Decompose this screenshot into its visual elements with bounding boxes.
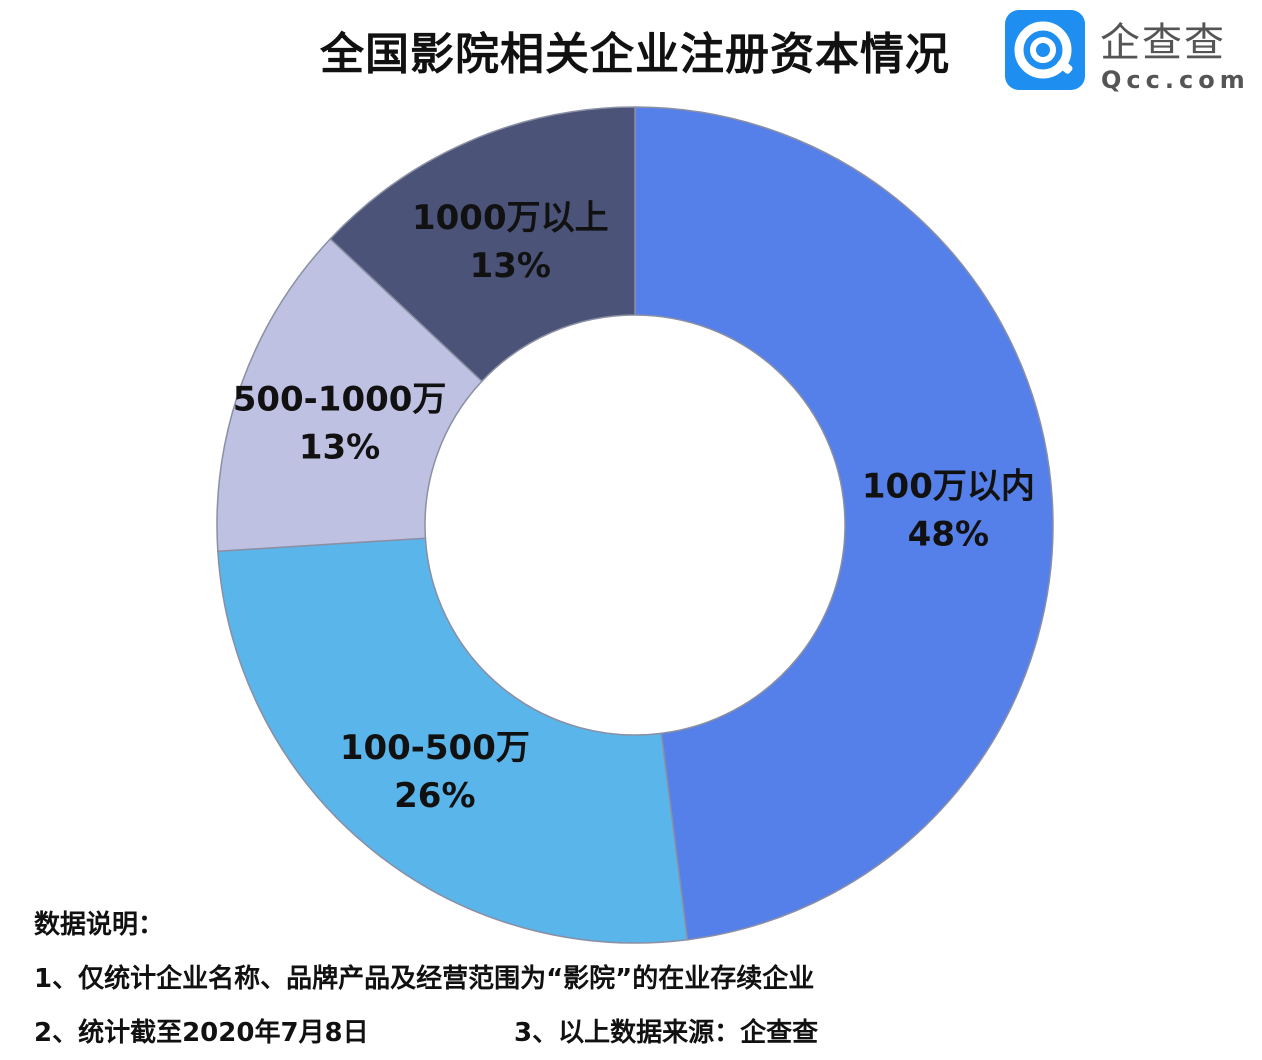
slice-value-label: 26%	[394, 776, 475, 816]
slice-under-100	[634, 106, 1054, 941]
logo-url: Qcc.com	[1101, 66, 1250, 94]
logo-name: 企查查	[1100, 20, 1226, 66]
notes-item-3: 3、以上数据来源：企查查	[514, 1018, 819, 1048]
slice-category-label: 100-500万	[340, 728, 530, 768]
slice-value-label: 48%	[908, 514, 989, 554]
slice-100-500	[217, 537, 689, 944]
slice-category-label: 1000万以上	[412, 198, 609, 238]
donut-labels: 100万以内 48% 100-500万 26% 500-1000万 13% 1000万以上 1…	[233, 198, 1035, 816]
slice-500-1000	[216, 237, 483, 553]
notes-item-1: 1、仅统计企业名称、品牌产品及经营范围为“影院”的在业存续企业	[34, 964, 815, 994]
qcc-badge-icon	[1005, 10, 1085, 90]
notes-row-3: 2、统计截至2020年7月8日 3、以上数据来源：企查查	[34, 1006, 1234, 1060]
slice-over-1000	[329, 106, 636, 383]
data-notes: 数据说明： 1、仅统计企业名称、品牌产品及经营范围为“影院”的在业存续企业 2、…	[34, 898, 1234, 1060]
slice-category-label: 500-1000万	[233, 380, 447, 420]
qcc-logo: 企查查 Qcc.com	[1005, 10, 1255, 100]
chart-title: 全国影院相关企业注册资本情况	[320, 29, 950, 80]
slice-category-label: 100万以内	[862, 466, 1035, 506]
slice-value-label: 13%	[470, 246, 551, 286]
notes-item-2: 2、统计截至2020年7月8日	[34, 1018, 369, 1048]
slice-value-label: 13%	[299, 428, 380, 468]
notes-heading: 数据说明：	[34, 910, 165, 940]
donut-slices	[216, 106, 1054, 944]
